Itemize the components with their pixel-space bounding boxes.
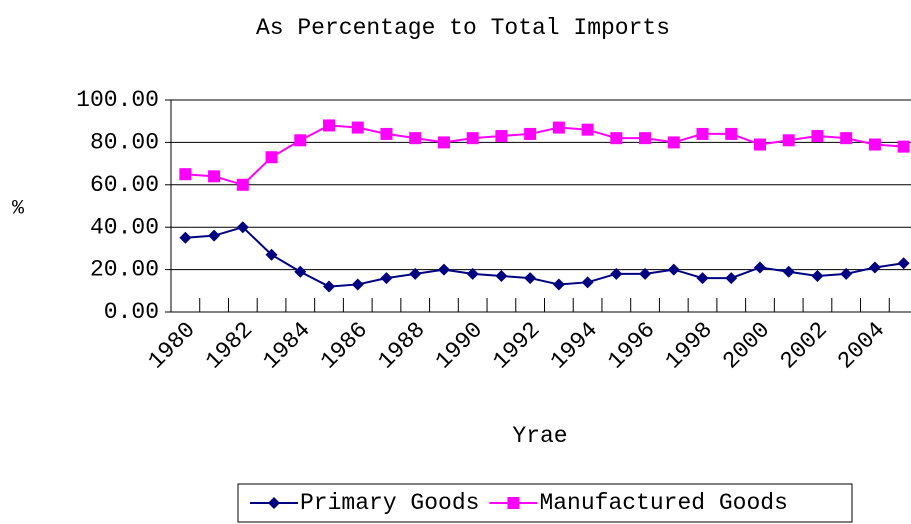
x-tick-label: 1998	[660, 317, 717, 374]
data-point	[409, 132, 422, 145]
data-point	[840, 132, 853, 145]
y-tick-label: 80.00	[90, 129, 159, 155]
x-tick-label: 1996	[603, 317, 660, 374]
data-point	[667, 263, 680, 276]
data-point	[495, 269, 508, 282]
x-tick-label: 2000	[718, 317, 775, 374]
legend-label: Primary Goods	[300, 490, 479, 516]
data-point	[725, 272, 738, 285]
x-tick-label: 1982	[201, 317, 258, 374]
x-tick-label: 1992	[488, 317, 545, 374]
data-point	[495, 130, 508, 143]
data-point	[667, 136, 680, 149]
legend-marker	[268, 497, 280, 509]
data-point	[811, 130, 824, 143]
data-point	[380, 127, 393, 140]
data-point	[696, 127, 709, 140]
data-point	[208, 170, 221, 183]
data-point	[897, 140, 910, 153]
data-point	[840, 267, 853, 280]
data-point	[409, 267, 422, 280]
data-point	[725, 127, 738, 140]
data-point	[696, 272, 709, 285]
data-point	[437, 136, 450, 149]
data-point	[380, 272, 393, 285]
x-tick-label: 1980	[143, 317, 200, 374]
x-tick-label: 1990	[430, 317, 487, 374]
data-point	[868, 261, 881, 274]
data-point	[466, 132, 479, 145]
x-tick-label: 1986	[316, 317, 373, 374]
data-point	[753, 138, 766, 151]
data-point	[610, 267, 623, 280]
data-point	[753, 261, 766, 274]
y-tick-label: 20.00	[90, 257, 159, 283]
data-point	[581, 276, 594, 289]
legend-box	[237, 483, 853, 523]
chart-title: As Percentage to Total Imports	[256, 15, 670, 41]
data-point	[179, 168, 192, 181]
y-tick-label: 60.00	[90, 172, 159, 198]
data-point	[236, 221, 249, 234]
data-point	[323, 119, 336, 132]
data-point	[466, 267, 479, 280]
x-tick-label: 1988	[373, 317, 430, 374]
y-tick-label: 100.00	[76, 87, 159, 113]
series-line	[185, 226, 904, 288]
data-point	[610, 132, 623, 145]
data-point	[782, 265, 795, 278]
x-tick-label: 1984	[258, 317, 315, 374]
data-point	[294, 265, 307, 278]
data-point	[782, 134, 795, 147]
data-point	[323, 280, 336, 293]
y-axis-label: %	[12, 197, 25, 220]
data-point	[265, 248, 278, 261]
data-point	[552, 121, 565, 134]
x-tick-label: 2002	[775, 317, 832, 374]
y-tick-label: 0.00	[104, 299, 159, 325]
data-point	[524, 272, 537, 285]
x-tick-label: 1994	[545, 317, 602, 374]
legend-marker	[507, 497, 520, 509]
data-point	[868, 138, 881, 151]
data-point	[179, 231, 192, 244]
series-line	[185, 124, 904, 186]
data-point	[811, 269, 824, 282]
data-point	[208, 229, 221, 242]
y-tick-label: 40.00	[90, 214, 159, 240]
data-point	[524, 127, 537, 140]
data-point	[437, 263, 450, 276]
x-tick-label: 2004	[833, 317, 890, 374]
data-point	[552, 278, 565, 291]
legend-label: Manufactured Goods	[539, 490, 787, 516]
data-point	[581, 123, 594, 136]
data-point	[351, 121, 364, 134]
data-point	[265, 151, 278, 164]
data-point	[351, 278, 364, 291]
data-point	[639, 267, 652, 280]
data-point	[294, 134, 307, 147]
data-point	[639, 132, 652, 145]
data-point	[236, 178, 249, 191]
data-point	[897, 257, 910, 270]
x-axis-label: Yrae	[512, 423, 567, 449]
